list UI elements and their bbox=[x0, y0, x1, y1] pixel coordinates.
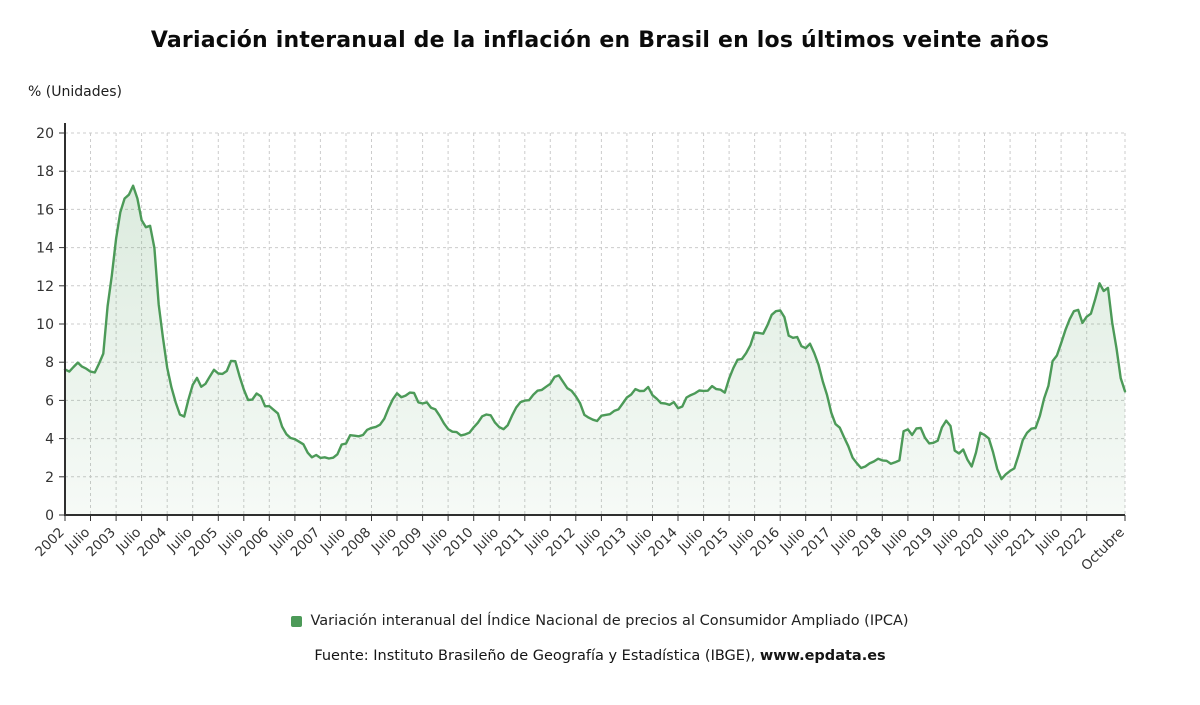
y-tick-label: 0 bbox=[45, 508, 54, 524]
x-tick-label: 2016 bbox=[747, 525, 783, 561]
legend-label: Variación interanual del Índice Nacional… bbox=[310, 613, 909, 629]
y-tick-label: 10 bbox=[36, 317, 54, 333]
x-tick-label: 2020 bbox=[952, 525, 988, 561]
x-tick-label: 2006 bbox=[237, 525, 273, 561]
source-site: www.epdata.es bbox=[759, 648, 886, 664]
series-line bbox=[63, 184, 1127, 481]
x-tick-label: 2021 bbox=[1003, 525, 1039, 561]
x-tick-label: 2005 bbox=[186, 525, 222, 561]
source-text: Fuente: Instituto Brasileño de Geografía… bbox=[314, 648, 760, 664]
x-tick-label: 2012 bbox=[543, 525, 579, 561]
x-tick-label: 2011 bbox=[492, 525, 528, 561]
x-tick-label: Octubre bbox=[1078, 525, 1128, 575]
y-tick-label: 4 bbox=[45, 432, 54, 448]
x-tick-label: 2007 bbox=[288, 525, 324, 561]
x-tick-label: 2009 bbox=[390, 525, 426, 561]
y-tick-label: 16 bbox=[36, 202, 54, 218]
legend-marker-icon bbox=[291, 615, 303, 627]
x-tick-label: 2018 bbox=[850, 525, 886, 561]
x-tick-label: 2008 bbox=[339, 525, 375, 561]
source-note: Fuente: Instituto Brasileño de Geografía… bbox=[0, 648, 1200, 664]
y-tick-label: 18 bbox=[36, 164, 54, 180]
x-tick-label: 2014 bbox=[645, 525, 681, 561]
x-tick-label: 2010 bbox=[441, 525, 477, 561]
y-axis-unit-label: % (Unidades) bbox=[28, 84, 122, 100]
x-tick-label: 2003 bbox=[83, 525, 119, 561]
x-tick-label: 2022 bbox=[1054, 525, 1090, 561]
x-tick-label: 2019 bbox=[901, 525, 937, 561]
x-tick-label: 2004 bbox=[134, 525, 170, 561]
y-tick-label: 20 bbox=[36, 126, 54, 142]
y-tick-label: 12 bbox=[36, 279, 54, 295]
y-tick-label: 14 bbox=[36, 241, 54, 257]
y-tick-label: 8 bbox=[45, 355, 54, 371]
x-tick-label: 2017 bbox=[799, 525, 835, 561]
y-tick-label: 6 bbox=[45, 393, 54, 409]
x-tick-label: 2002 bbox=[32, 525, 68, 561]
series-area bbox=[65, 185, 1125, 515]
legend: Variación interanual del Índice Nacional… bbox=[0, 613, 1200, 629]
y-tick-label: 2 bbox=[45, 470, 54, 486]
x-tick-label: 2015 bbox=[696, 525, 732, 561]
inflation-area-chart: 024681012141618202002Julio2003Julio2004J… bbox=[32, 123, 1128, 575]
page-title: Variación interanual de la inflación en … bbox=[150, 28, 1050, 53]
x-tick-label: 2013 bbox=[594, 525, 630, 561]
